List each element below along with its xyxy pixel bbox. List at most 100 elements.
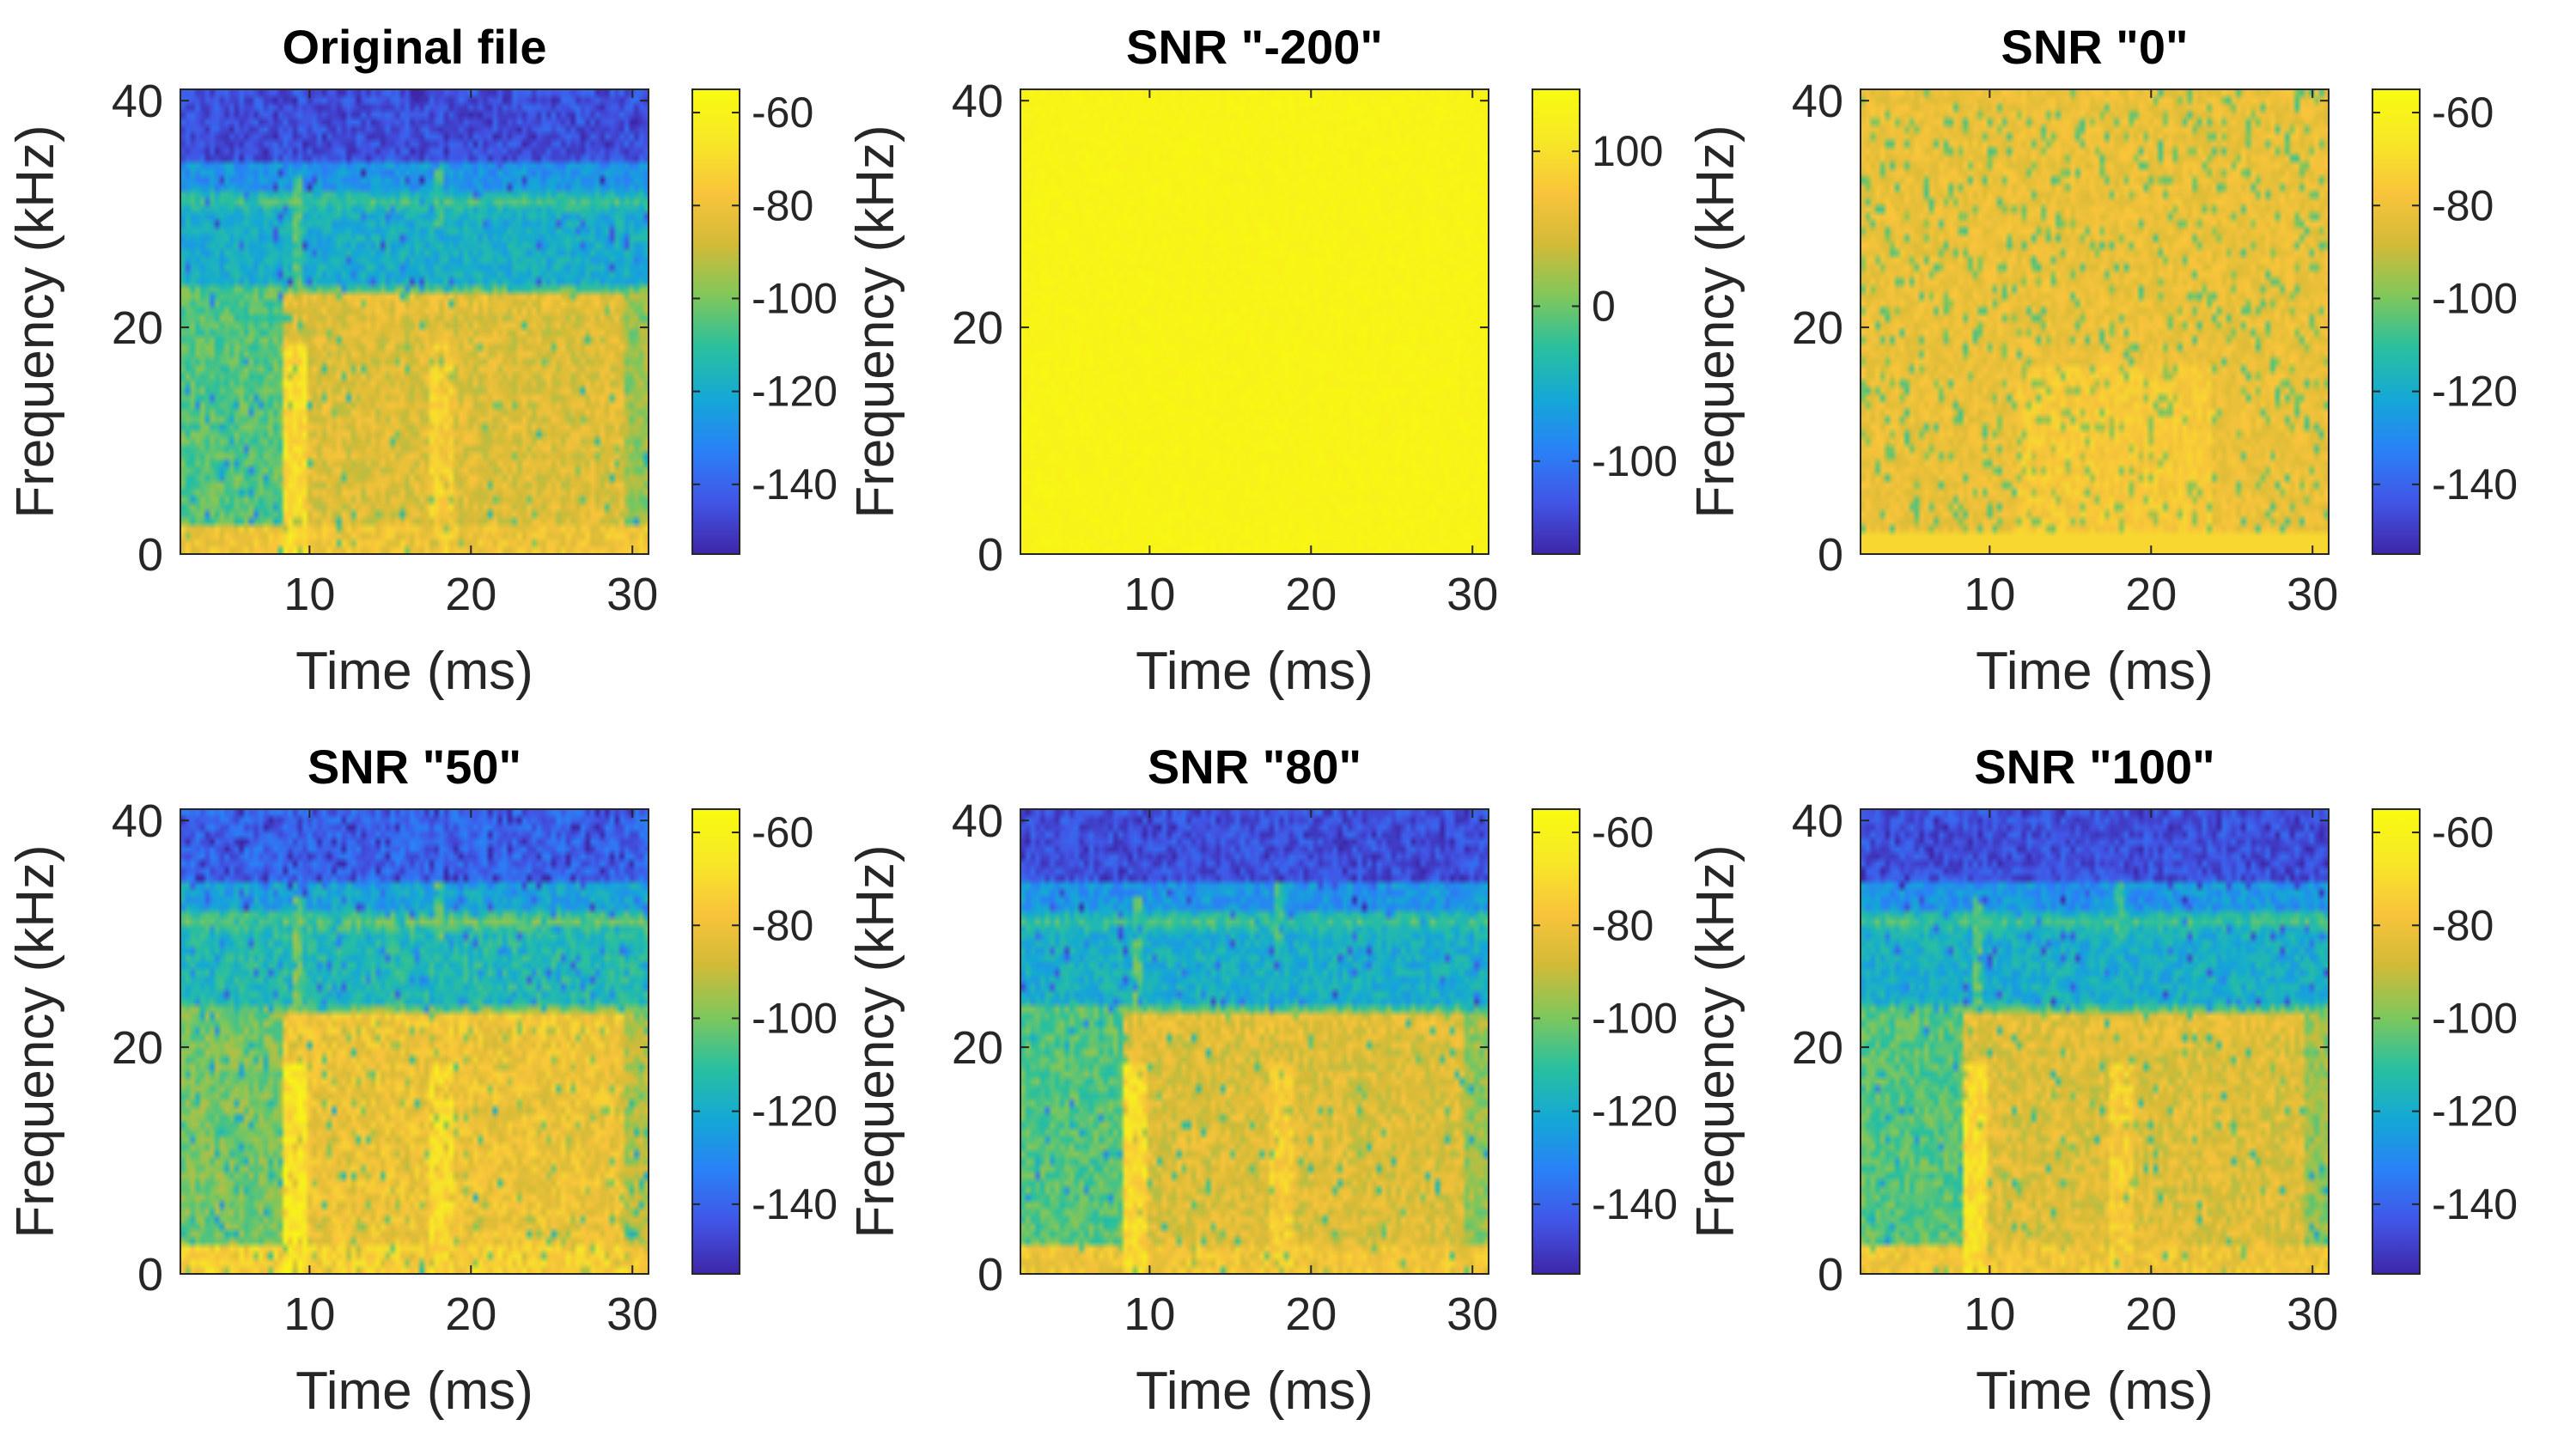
panel-title: SNR "50" bbox=[308, 740, 521, 794]
spectrogram-panel: SNR "100" 10 20 30 0 20 40 Time (ms) Frequency (… bbox=[1686, 740, 2518, 1421]
colorbar-tick-label: 0 bbox=[1592, 282, 1616, 330]
y-axis-label: Frequency (kHz) bbox=[6, 125, 65, 518]
spectrogram-heatmap bbox=[1861, 809, 2329, 1274]
y-tick-label: 0 bbox=[1818, 529, 1843, 581]
y-tick-label: 0 bbox=[978, 529, 1003, 581]
colorbar-tick-label: -80 bbox=[1592, 901, 1654, 949]
colorbar-tick-label: -60 bbox=[752, 88, 813, 137]
y-tick-label: 0 bbox=[978, 1249, 1003, 1301]
axes-frame bbox=[1860, 88, 2330, 555]
colorbar bbox=[691, 88, 740, 555]
y-axis-label: Frequency (kHz) bbox=[1686, 125, 1745, 518]
x-tick-label: 30 bbox=[2287, 1288, 2338, 1340]
colorbar-tick-label: -60 bbox=[1592, 808, 1654, 856]
colorbar-tick-label: -140 bbox=[752, 1180, 837, 1228]
panel-title: SNR "100" bbox=[1974, 740, 2214, 794]
colorbar-tick-label: -100 bbox=[2432, 994, 2518, 1042]
x-tick-label: 10 bbox=[283, 1288, 335, 1340]
x-tick-label: 20 bbox=[1285, 569, 1337, 620]
axes-frame bbox=[180, 808, 649, 1275]
colorbar-tick-label: -120 bbox=[752, 368, 837, 416]
spectrogram-panel: Original file 10 20 30 0 20 40 Time (ms) Frequen… bbox=[6, 20, 837, 701]
y-tick-label: 20 bbox=[952, 1022, 1003, 1074]
x-axis-label: Time (ms) bbox=[295, 642, 533, 701]
colorbar-tick-label: -100 bbox=[1592, 437, 1678, 485]
y-tick-label: 40 bbox=[952, 76, 1003, 127]
x-tick-label: 20 bbox=[445, 569, 496, 620]
colorbar-tick-label: -60 bbox=[752, 808, 813, 856]
x-tick-label: 30 bbox=[606, 1288, 658, 1340]
y-tick-label: 0 bbox=[137, 1249, 163, 1301]
x-tick-label: 20 bbox=[2125, 569, 2177, 620]
colorbar-tick-label: -140 bbox=[2432, 460, 2518, 509]
colorbar bbox=[1532, 88, 1581, 555]
colorbar-tick-label: -100 bbox=[1592, 994, 1678, 1042]
panel-title: Original file bbox=[282, 20, 546, 74]
colorbar-tick-label: -120 bbox=[2432, 1087, 2518, 1136]
axes-frame bbox=[180, 88, 649, 555]
spectrogram-panel: SNR "50" 10 20 30 0 20 40 Time (ms) Frequency (k… bbox=[6, 740, 837, 1421]
x-tick-label: 30 bbox=[1447, 1288, 1498, 1340]
x-tick-label: 30 bbox=[606, 569, 658, 620]
spectrogram-panel: SNR "0" 10 20 30 0 20 40 Time (ms) Frequency (kH… bbox=[1686, 20, 2518, 701]
y-tick-label: 40 bbox=[112, 76, 163, 127]
colorbar-tick-label: -60 bbox=[2432, 88, 2494, 137]
colorbar-tick-label: -80 bbox=[2432, 901, 2494, 949]
x-tick-label: 10 bbox=[1964, 569, 2015, 620]
colorbar-tick-label: -120 bbox=[1592, 1087, 1678, 1136]
y-tick-label: 20 bbox=[952, 302, 1003, 354]
y-tick-label: 0 bbox=[1818, 1249, 1843, 1301]
spectrogram-heatmap bbox=[180, 89, 649, 554]
axes-frame bbox=[1020, 88, 1489, 555]
colorbar-tick-label: -120 bbox=[2432, 368, 2518, 416]
y-tick-label: 0 bbox=[137, 529, 163, 581]
y-tick-label: 20 bbox=[1792, 302, 1843, 354]
panel-title: SNR "-200" bbox=[1126, 20, 1383, 74]
axes-frame bbox=[1860, 808, 2330, 1275]
colorbar-tick-label: -100 bbox=[752, 274, 837, 322]
y-axis-label: Frequency (kHz) bbox=[846, 844, 905, 1238]
spectrogram-panel: SNR "-200" 10 20 30 0 20 40 Time (ms) Frequency … bbox=[846, 20, 1678, 701]
panel-title: SNR "80" bbox=[1148, 740, 1361, 794]
colorbar-tick-label: -80 bbox=[2432, 181, 2494, 229]
y-tick-label: 20 bbox=[112, 302, 163, 354]
colorbar-tick-label: -140 bbox=[752, 460, 837, 509]
y-axis-label: Frequency (kHz) bbox=[6, 844, 65, 1238]
x-tick-label: 20 bbox=[445, 1288, 496, 1340]
y-tick-label: 40 bbox=[112, 795, 163, 847]
colorbar-tick-label: -100 bbox=[2432, 274, 2518, 322]
y-axis-label: Frequency (kHz) bbox=[1686, 844, 1745, 1238]
colorbar-tick-label: -80 bbox=[752, 181, 813, 229]
panel-title: SNR "0" bbox=[2001, 20, 2188, 74]
y-tick-label: 20 bbox=[112, 1022, 163, 1074]
spectrogram-panel: SNR "80" 10 20 30 0 20 40 Time (ms) Frequency (k… bbox=[846, 740, 1678, 1421]
spectrogram-heatmap bbox=[1020, 89, 1489, 554]
y-tick-label: 40 bbox=[952, 795, 1003, 847]
colorbar-tick-label: -80 bbox=[752, 901, 813, 949]
colorbar-tick-label: -60 bbox=[2432, 808, 2494, 856]
x-tick-label: 20 bbox=[1285, 1288, 1337, 1340]
y-axis-label: Frequency (kHz) bbox=[846, 125, 905, 518]
colorbar bbox=[1532, 808, 1581, 1275]
x-axis-label: Time (ms) bbox=[295, 1362, 533, 1421]
spectrogram-heatmap bbox=[180, 809, 649, 1274]
y-tick-label: 40 bbox=[1792, 76, 1843, 127]
x-axis-label: Time (ms) bbox=[1136, 1362, 1373, 1421]
axes-frame bbox=[1020, 808, 1489, 1275]
x-tick-label: 10 bbox=[1964, 1288, 2015, 1340]
x-axis-label: Time (ms) bbox=[1136, 642, 1373, 701]
colorbar bbox=[2372, 88, 2421, 555]
colorbar bbox=[691, 808, 740, 1275]
y-tick-label: 40 bbox=[1792, 795, 1843, 847]
spectrogram-heatmap bbox=[1020, 809, 1489, 1274]
x-axis-label: Time (ms) bbox=[1976, 642, 2214, 701]
x-tick-label: 30 bbox=[1447, 569, 1498, 620]
y-tick-label: 20 bbox=[1792, 1022, 1843, 1074]
x-tick-label: 30 bbox=[2287, 569, 2338, 620]
colorbar-tick-label: -140 bbox=[2432, 1180, 2518, 1228]
colorbar-tick-label: -100 bbox=[752, 994, 837, 1042]
colorbar-tick-label: -120 bbox=[752, 1087, 837, 1136]
colorbar-tick-label: 100 bbox=[1592, 127, 1663, 175]
x-tick-label: 10 bbox=[1124, 1288, 1175, 1340]
